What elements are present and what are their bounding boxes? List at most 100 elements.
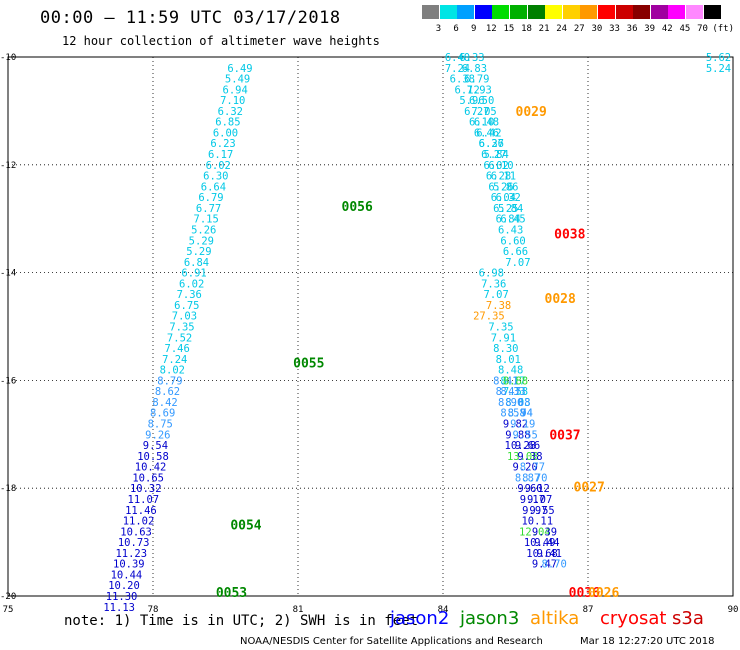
lat-tick-label: -16 (0, 376, 16, 386)
footnote: note: 1) Time is in UTC; 2) SWH is in fe… (64, 613, 419, 629)
legend-label: 15 (503, 24, 515, 34)
wave-height-value: 6.02 (484, 160, 509, 172)
wave-height-value: 8.68 (505, 397, 530, 409)
track-pass-label: 0056 (342, 200, 373, 215)
lat-tick-label: -20 (0, 592, 16, 602)
legend-label: 6 (453, 24, 459, 34)
legend-swatch (474, 5, 492, 19)
wave-height-value: 9.12 (525, 483, 550, 495)
track-pass-label: 0054 (230, 518, 261, 533)
lon-tick-label: 90 (728, 605, 739, 615)
wave-height-value: 6.33 (459, 52, 484, 64)
legend-swatch (457, 5, 475, 19)
wave-height-value: 9.39 (532, 526, 557, 538)
legend-label: 27 (573, 24, 585, 34)
wave-height-value: 6.02 (179, 278, 204, 290)
wave-height-value: 7.15 (194, 214, 219, 226)
track-pass-label: 0026 (588, 586, 619, 601)
wave-height-value: 10.68 (526, 548, 558, 560)
wave-height-value: 10.32 (130, 483, 162, 495)
wave-height-value: 8.02 (160, 365, 185, 377)
wave-height-value: 8.74 (508, 408, 533, 420)
wave-height-value: 6.98 (479, 268, 504, 280)
wave-height-value: 8.58 (500, 408, 525, 420)
wave-height-value: 9.60 (517, 483, 542, 495)
wave-height-value: 9.17 (520, 494, 545, 506)
track-pass-label: 0027 (574, 481, 605, 496)
legend-swatch (527, 5, 545, 19)
wave-height-value: 6.46 (474, 127, 499, 139)
wave-height-value: 10.44 (111, 569, 143, 581)
wave-height-value: 6.75 (174, 300, 199, 312)
lon-tick-label: 75 (3, 605, 14, 615)
wave-height-value: 6.66 (503, 246, 528, 258)
wave-height-value: 5.49 (225, 74, 250, 86)
legend-label: 30 (591, 24, 603, 34)
wave-height-value: 6.45 (500, 214, 525, 226)
map-subtitle: 12 hour collection of altimeter wave hei… (62, 34, 380, 48)
wave-height-value: 8.87 (515, 472, 540, 484)
wave-height-value: 9.54 (143, 440, 168, 452)
legend-label: 42 (661, 24, 673, 34)
wave-height-value: 8.94 (508, 408, 533, 420)
wave-height-value: 6.10 (469, 117, 494, 129)
wave-height-value: 8.77 (520, 462, 545, 474)
map-frame (7, 56, 734, 597)
wave-height-value: 6.02 (206, 160, 231, 172)
wave-height-value: 6.25 (493, 203, 518, 215)
legend-unit: (ft) (712, 24, 735, 34)
wave-height-value: 9.47 (532, 559, 557, 571)
wave-height-value: 6.79 (198, 192, 223, 204)
wave-height-value: 6.26 (479, 138, 504, 150)
wave-height-value: 9.41 (537, 548, 562, 560)
legend-label: 9 (470, 24, 477, 34)
wave-height-value: 6.84 (496, 214, 521, 226)
wave-height-value: 6.64 (201, 181, 226, 193)
legend-label: 70 (697, 24, 708, 34)
wave-height-value: 8.03 (505, 397, 530, 409)
wave-height-value: 8.47 (496, 386, 521, 398)
track-pass-label: 0038 (554, 227, 585, 242)
legend-swatch (580, 5, 598, 19)
wave-height-value: 8.70 (522, 472, 547, 484)
wave-height-value: 6.04 (491, 192, 516, 204)
legend-swatch (562, 5, 580, 19)
wave-height-value: 6.32 (496, 192, 521, 204)
wave-height-value: 10.65 (132, 472, 164, 484)
wave-height-value: 10.63 (120, 526, 152, 538)
wave-height-value: 11.30 (106, 591, 138, 603)
wave-height-value: 5.96 (459, 95, 484, 107)
satellite-altika: altika (530, 608, 580, 629)
legend-label: 24 (556, 24, 568, 34)
wave-height-value: 13.08 (507, 451, 539, 463)
wave-height-value: 6.00 (213, 127, 238, 139)
lon-tick-label: 87 (583, 605, 594, 615)
wave-height-value: 8.42 (152, 397, 177, 409)
wave-height-value: 9.88 (505, 429, 530, 441)
wave-height-value: 9.55 (513, 429, 538, 441)
wave-height-value: 5.86 (493, 181, 518, 193)
wave-height-value: 5.29 (186, 246, 211, 258)
wave-height-value: 8.69 (150, 408, 175, 420)
wave-height-value: 9.07 (527, 494, 552, 506)
wave-height-value: 27.35 (473, 311, 505, 323)
wave-height-value: 9.66 (515, 440, 540, 452)
wave-height-value: 11.13 (103, 602, 135, 614)
track-pass-label: 0037 (549, 428, 580, 443)
wave-height-value: 6.37 (479, 138, 504, 150)
footer-credit: NOAA/NESDIS Center for Satellite Applica… (240, 636, 543, 647)
wave-height-value: 5.24 (706, 63, 731, 75)
wave-height-value: 8.30 (493, 343, 518, 355)
legend-label: 12 (485, 24, 497, 34)
wave-height-value: 6.91 (181, 268, 206, 280)
wave-height-value: 8.41 (493, 375, 518, 387)
wave-height-value: 8.62 (155, 386, 180, 398)
satellite-cryosat: cryosat (600, 608, 667, 629)
wave-height-value: 6.83 (462, 63, 487, 75)
wave-height-value: 8.90 (498, 397, 523, 409)
wave-height-value: 6.17 (208, 149, 233, 161)
wave-height-value: 5.29 (189, 235, 214, 247)
wave-height-value: 6.12 (455, 84, 480, 96)
lon-tick-label: 78 (148, 605, 159, 615)
wave-height-value: 8.70 (542, 559, 567, 571)
